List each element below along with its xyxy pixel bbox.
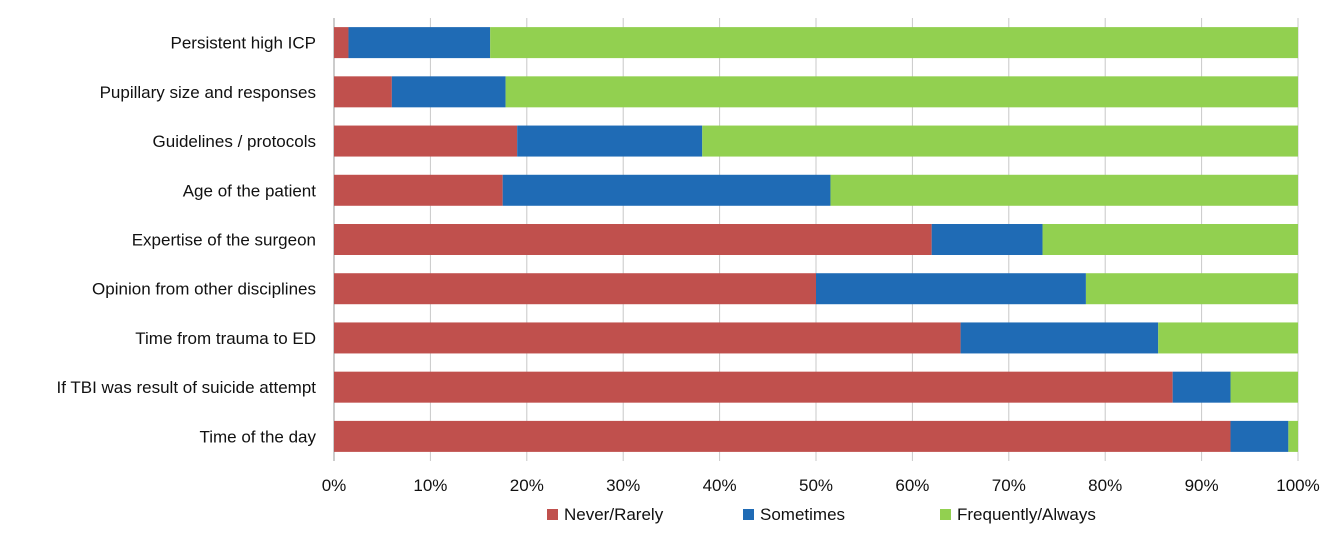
bars: [334, 27, 1299, 452]
category-label: Expertise of the surgeon: [132, 231, 316, 250]
bar-segment-frequently-always: [1042, 224, 1298, 255]
bar-segment-never-rarely: [334, 273, 816, 305]
x-tick-label: 50%: [799, 476, 833, 495]
bar-segment-frequently-always: [1085, 273, 1298, 305]
legend-label: Frequently/Always: [957, 505, 1096, 524]
bar-segment-frequently-always: [505, 76, 1298, 108]
x-tick-label: 10%: [413, 476, 447, 495]
legend-swatch: [547, 509, 558, 520]
bar-segment-sometimes: [960, 322, 1159, 354]
bar-segment-never-rarely: [334, 420, 1231, 452]
category-label: Persistent high ICP: [170, 34, 316, 53]
category-label: Age of the patient: [183, 181, 317, 200]
bar-segment-sometimes: [1230, 420, 1289, 452]
bar-segment-never-rarely: [334, 76, 392, 108]
category-labels: Persistent high ICP Pupillary size and re…: [56, 34, 316, 447]
x-tick-label: 0%: [322, 476, 347, 495]
bar-segment-never-rarely: [334, 371, 1173, 403]
bar-segment-never-rarely: [334, 174, 503, 206]
category-label: Time from trauma to ED: [135, 329, 316, 348]
bar-segment-never-rarely: [334, 27, 349, 59]
legend-swatch: [743, 509, 754, 520]
bar-segment-never-rarely: [334, 224, 932, 255]
legend: Never/Rarely Sometimes Frequently/Always: [547, 505, 1096, 524]
bar-segment-frequently-always: [1230, 371, 1298, 403]
bar-segment-sometimes: [816, 273, 1086, 305]
x-tick-label: 100%: [1276, 476, 1319, 495]
x-tick-label: 40%: [703, 476, 737, 495]
category-label: If TBI was result of suicide attempt: [56, 378, 316, 397]
x-tick-labels: 0% 10% 20% 30% 40% 50% 60% 70% 80% 90% 100%: [322, 476, 1320, 495]
bar-segment-frequently-always: [702, 125, 1298, 157]
category-label: Guidelines / protocols: [153, 132, 316, 151]
legend-swatch: [940, 509, 951, 520]
bar-segment-sometimes: [1172, 371, 1231, 403]
bar-segment-sometimes: [517, 125, 703, 157]
bar-segment-sometimes: [348, 27, 491, 59]
bar-segment-sometimes: [931, 224, 1043, 255]
x-tick-label: 30%: [606, 476, 640, 495]
category-label: Time of the day: [199, 427, 316, 446]
category-label: Pupillary size and responses: [100, 83, 316, 102]
x-tick-label: 60%: [895, 476, 929, 495]
legend-label: Sometimes: [760, 505, 845, 524]
legend-label: Never/Rarely: [564, 505, 664, 524]
x-tick-label: 90%: [1185, 476, 1219, 495]
bar-segment-never-rarely: [334, 322, 961, 354]
bar-segment-frequently-always: [1158, 322, 1298, 354]
x-tick-label: 20%: [510, 476, 544, 495]
bar-segment-frequently-always: [830, 174, 1298, 206]
bar-segment-sometimes: [502, 174, 831, 206]
category-label: Opinion from other disciplines: [92, 280, 316, 299]
bar-segment-frequently-always: [490, 27, 1299, 59]
x-tick-label: 80%: [1088, 476, 1122, 495]
bar-segment-frequently-always: [1288, 420, 1298, 452]
x-tick-label: 70%: [992, 476, 1026, 495]
bar-segment-never-rarely: [334, 125, 518, 157]
bar-segment-sometimes: [391, 76, 506, 108]
